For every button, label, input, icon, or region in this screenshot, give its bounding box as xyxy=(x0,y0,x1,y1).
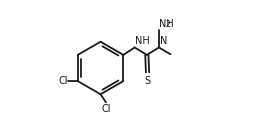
Text: Cl: Cl xyxy=(58,76,68,86)
Text: N: N xyxy=(160,36,167,46)
Text: NH: NH xyxy=(135,36,150,46)
Text: 2: 2 xyxy=(165,20,170,29)
Text: NH: NH xyxy=(159,19,174,29)
Text: S: S xyxy=(145,76,150,86)
Text: Cl: Cl xyxy=(101,104,111,114)
